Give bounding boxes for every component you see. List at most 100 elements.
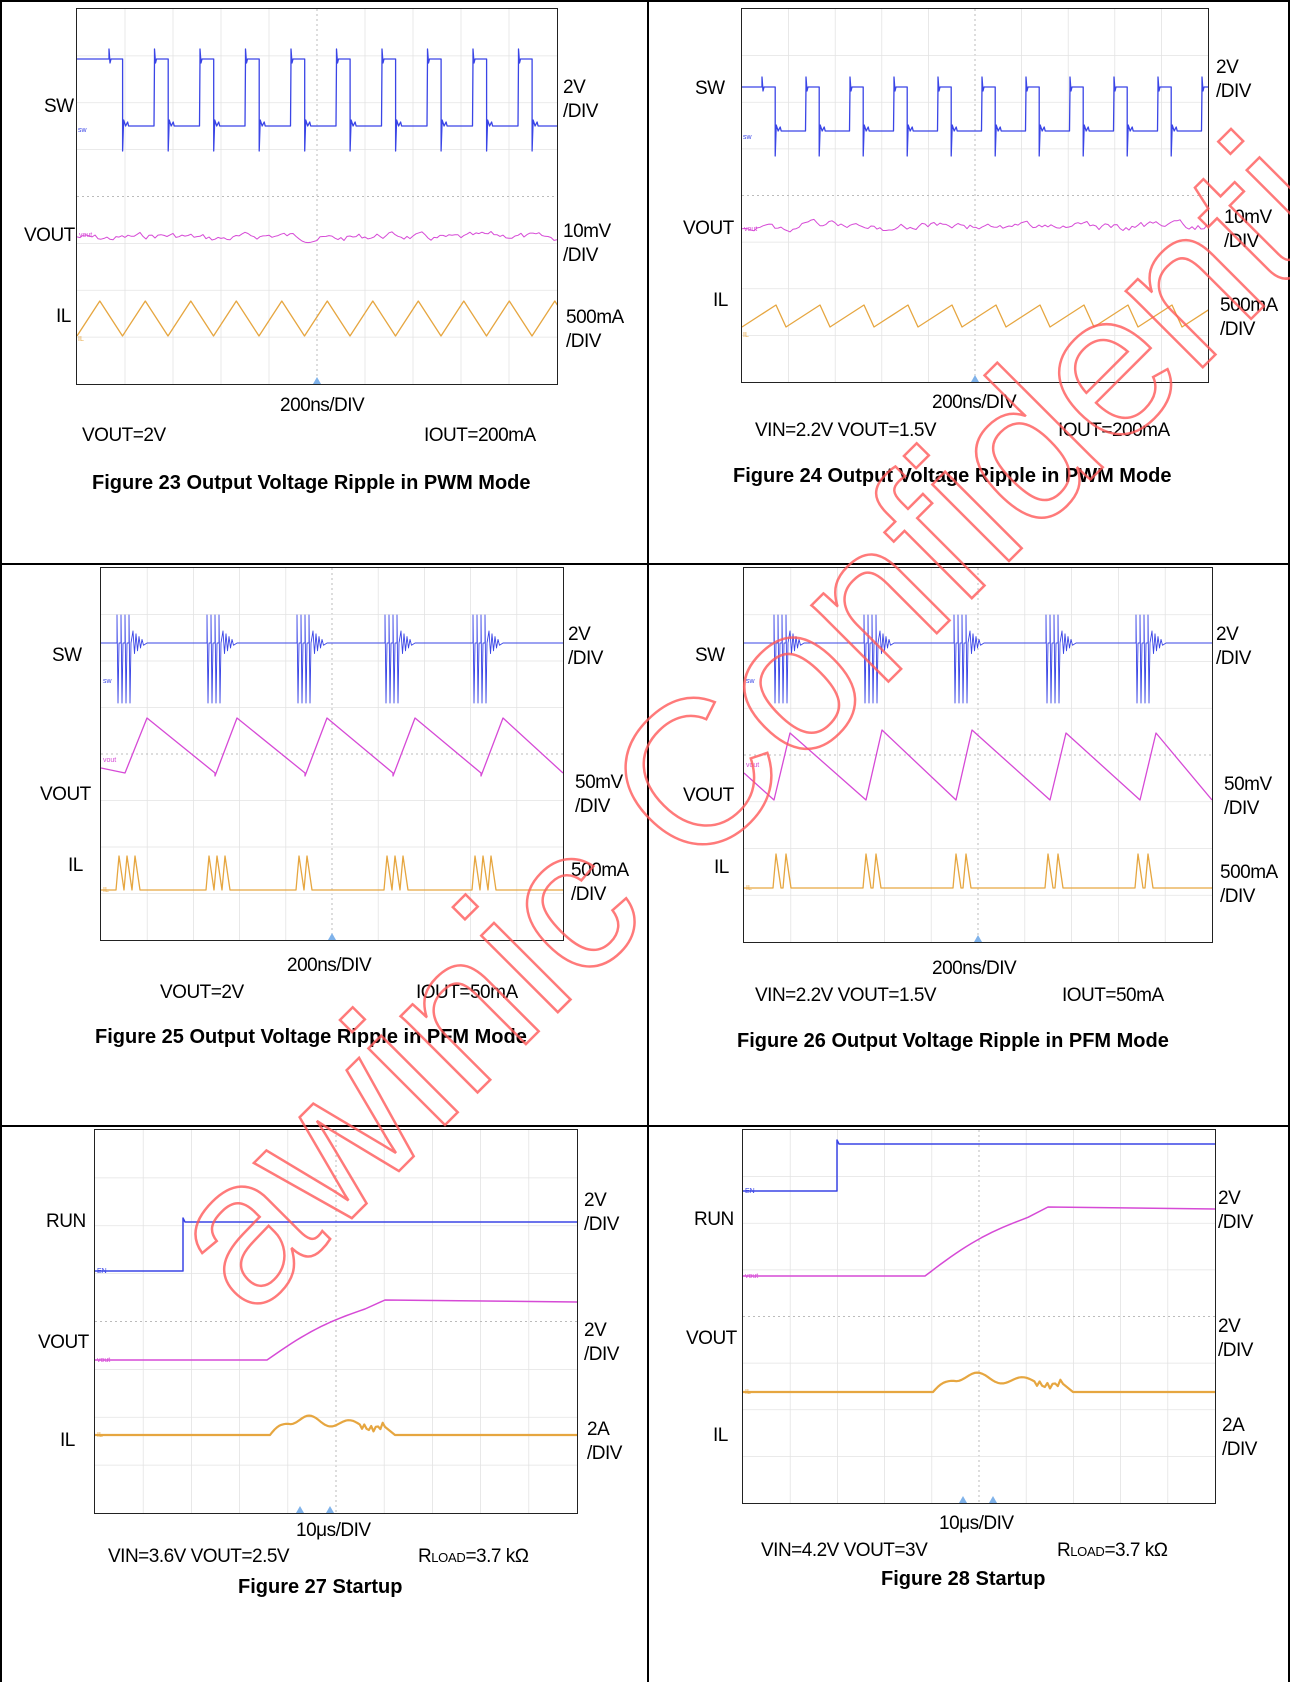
trigger-marker (328, 933, 336, 940)
channel-label-sw: SW (695, 78, 725, 99)
condition-left: VOUT=2V (82, 425, 166, 446)
condition-right: RLOAD=3.7 kΩ (418, 1546, 529, 1568)
sw-trace-tag: sw (103, 678, 113, 685)
condition-right: IOUT=200mA (424, 425, 536, 446)
trigger-marker-a (959, 1496, 967, 1503)
sw-trace-tag: sw (746, 678, 756, 685)
condition-left: VIN=2.2V VOUT=1.5V (755, 985, 937, 1006)
scope-grid (744, 568, 1212, 942)
table-border-right (1288, 0, 1290, 1682)
channel-label-sw: SW (44, 96, 74, 117)
channel-label-sw: SW (695, 645, 725, 666)
table-border-left (0, 0, 2, 1682)
scope-grid (95, 1130, 577, 1513)
condition-r-symbol: R (418, 1546, 432, 1567)
channel-label-il: IL (713, 290, 728, 311)
figure-title: Figure 24 Output Voltage Ripple in PWM M… (733, 465, 1172, 487)
vout-trace (744, 729, 1212, 801)
channel-scale-vout: 50mV /DIV (1224, 774, 1272, 819)
vout-trace-tag: vout (745, 1273, 758, 1280)
vout-trace (95, 1299, 577, 1361)
run-trace-tag: EN (745, 1188, 755, 1195)
trigger-marker-b (326, 1506, 334, 1513)
figure-title: Figure 28 Startup (881, 1568, 1046, 1590)
condition-left: VOUT=2V (160, 982, 244, 1003)
channel-scale-il: 500mA /DIV (1220, 295, 1278, 340)
vout-trace-tag: vout (103, 757, 116, 764)
figure-title: Figure 27 Startup (238, 1576, 403, 1598)
sw-trace (77, 48, 557, 152)
figure-25-cell: sw vout IL SW VOUT IL 2V /DIV 50mV /DIV 50… (0, 565, 647, 1125)
channel-scale-il: 500mA /DIV (566, 307, 624, 352)
il-trace (742, 304, 1208, 328)
channel-label-il: IL (56, 306, 71, 327)
il-trace (101, 855, 563, 891)
run-trace-tag: EN (97, 1268, 107, 1275)
figure-27-cell: EN vout IL RUN VOUT IL 2V /DIV 2V /DIV 2A … (0, 1127, 647, 1682)
scope-grid (743, 1130, 1215, 1503)
condition-right: IOUT=200mA (1058, 420, 1170, 441)
il-trace (744, 853, 1212, 889)
oscilloscope-screen: EN vout IL (742, 1129, 1216, 1504)
timebase-label: 200ns/DIV (932, 392, 1017, 413)
condition-right: IOUT=50mA (416, 982, 518, 1003)
channel-label-il: IL (68, 855, 83, 876)
channel-scale-vout: 10mV /DIV (563, 221, 611, 266)
channel-scale-il: 2A /DIV (587, 1419, 622, 1464)
condition-left: VIN=3.6V VOUT=2.5V (108, 1546, 290, 1567)
figure-23-cell: sw vout IL SW VOUT IL 2V /DIV 10mV /DIV 50… (0, 0, 647, 563)
trigger-marker-b (989, 1496, 997, 1503)
condition-right: IOUT=50mA (1062, 985, 1164, 1006)
channel-label-sw: SW (52, 645, 82, 666)
figure-26-cell: sw vout IL SW VOUT IL 2V /DIV 50mV /DIV 50… (649, 565, 1288, 1125)
channel-scale-il: 500mA /DIV (1220, 862, 1278, 907)
vout-trace-tag: vout (79, 232, 92, 239)
vout-trace-tag: vout (97, 1357, 110, 1364)
il-trace-tag: IL (78, 336, 84, 343)
vout-trace (742, 218, 1208, 233)
sw-trace (744, 614, 1212, 704)
vout-trace (101, 717, 563, 777)
condition-r-subscript: LOAD (1070, 1544, 1105, 1559)
channel-label-vout: VOUT (40, 784, 91, 805)
oscilloscope-screen: sw vout IL (76, 8, 558, 385)
channel-scale-sw: 2V /DIV (1216, 57, 1251, 102)
oscilloscope-screen: EN vout IL (94, 1129, 578, 1514)
table-border-top (0, 0, 1290, 2)
timebase-label: 200ns/DIV (280, 395, 365, 416)
il-trace (743, 1371, 1215, 1394)
condition-left: VIN=2.2V VOUT=1.5V (755, 420, 937, 441)
channel-label-vout: VOUT (683, 218, 734, 239)
condition-left: VIN=4.2V VOUT=3V (761, 1540, 928, 1561)
table-divider-row1 (0, 563, 1290, 565)
il-trace-tag: IL (97, 1432, 103, 1439)
channel-label-vout: VOUT (24, 225, 75, 246)
vout-trace-tag: vout (746, 762, 759, 769)
sw-trace (101, 614, 563, 704)
channel-scale-il: 2A /DIV (1222, 1415, 1257, 1460)
channel-label-vout: VOUT (38, 1332, 89, 1353)
sw-trace-tag: sw (743, 134, 753, 141)
figure-title: Figure 25 Output Voltage Ripple in PFM M… (95, 1026, 527, 1048)
channel-label-run: RUN (46, 1211, 86, 1232)
il-trace (77, 300, 557, 337)
oscilloscope-screen: sw vout IL (741, 8, 1209, 383)
sw-trace-tag: sw (78, 127, 88, 134)
condition-r-symbol: R (1057, 1540, 1071, 1561)
channel-label-il: IL (713, 1425, 728, 1446)
channel-scale-sw: 2V /DIV (568, 624, 603, 669)
table-divider-vertical (647, 0, 649, 1682)
channel-scale-il: 500mA /DIV (571, 860, 629, 905)
channel-scale-sw: 2V /DIV (1216, 624, 1251, 669)
trigger-marker (971, 375, 979, 382)
vout-trace (77, 231, 557, 244)
run-trace (95, 1217, 577, 1272)
timebase-label: 200ns/DIV (932, 958, 1017, 979)
channel-scale-vout: 2V /DIV (1218, 1316, 1253, 1361)
channel-scale-vout: 10mV /DIV (1224, 207, 1272, 252)
figure-24-cell: sw vout IL SW VOUT IL 2V /DIV 10mV /DIV 50… (649, 0, 1288, 563)
figure-28-cell: EN vout IL RUN VOUT IL 2V /DIV 2V /DIV 2A … (649, 1127, 1288, 1682)
il-trace-tag: IL (103, 887, 109, 894)
condition-r-value: =3.7 kΩ (465, 1546, 529, 1567)
channel-scale-run: 2V /DIV (584, 1190, 619, 1235)
